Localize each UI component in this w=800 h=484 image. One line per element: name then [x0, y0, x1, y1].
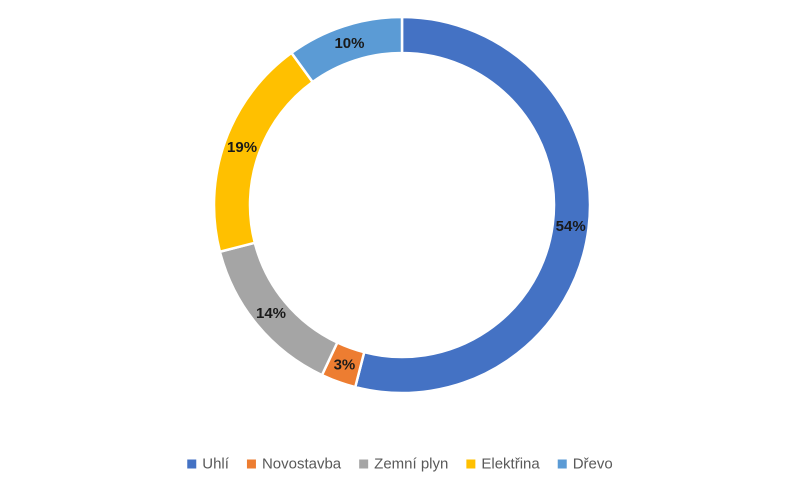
legend-label-zemni-plyn: Zemní plyn: [374, 456, 448, 473]
legend-marker-novostavba: [246, 459, 256, 469]
slice-drevo: [289, 15, 404, 84]
data-labels: 54% 3% 14% 19% 10%: [227, 35, 586, 374]
data-label-novostavba: 3%: [334, 356, 356, 373]
legend-label-novostavba: Novostavba: [262, 456, 342, 473]
legend-item-novostavba: Novostavba: [246, 456, 342, 473]
legend-item-elektrina: Elektřina: [466, 456, 540, 473]
legend-marker-drevo: [557, 459, 567, 469]
legend-label-uhli: Uhlí: [202, 456, 230, 473]
data-label-drevo: 10%: [334, 35, 364, 52]
data-label-elektrina: 19%: [227, 139, 257, 156]
legend-marker-elektrina: [466, 459, 476, 469]
donut-slices: [212, 15, 592, 395]
legend-label-drevo: Dřevo: [573, 456, 613, 473]
data-label-uhli: 54%: [556, 218, 586, 235]
legend-item-drevo: Dřevo: [557, 456, 613, 473]
slice-uhli: [353, 15, 592, 395]
data-label-zemni-plyn: 14%: [256, 305, 286, 322]
legend-marker-uhli: [187, 459, 197, 469]
chart-legend: Uhlí Novostavba Zemní plyn Elektřina Dřevo: [187, 456, 613, 473]
legend-marker-zemni-plyn: [359, 459, 369, 469]
legend-item-zemni-plyn: Zemní plyn: [359, 456, 448, 473]
legend-item-uhli: Uhlí: [187, 456, 230, 473]
legend-label-elektrina: Elektřina: [481, 456, 540, 473]
